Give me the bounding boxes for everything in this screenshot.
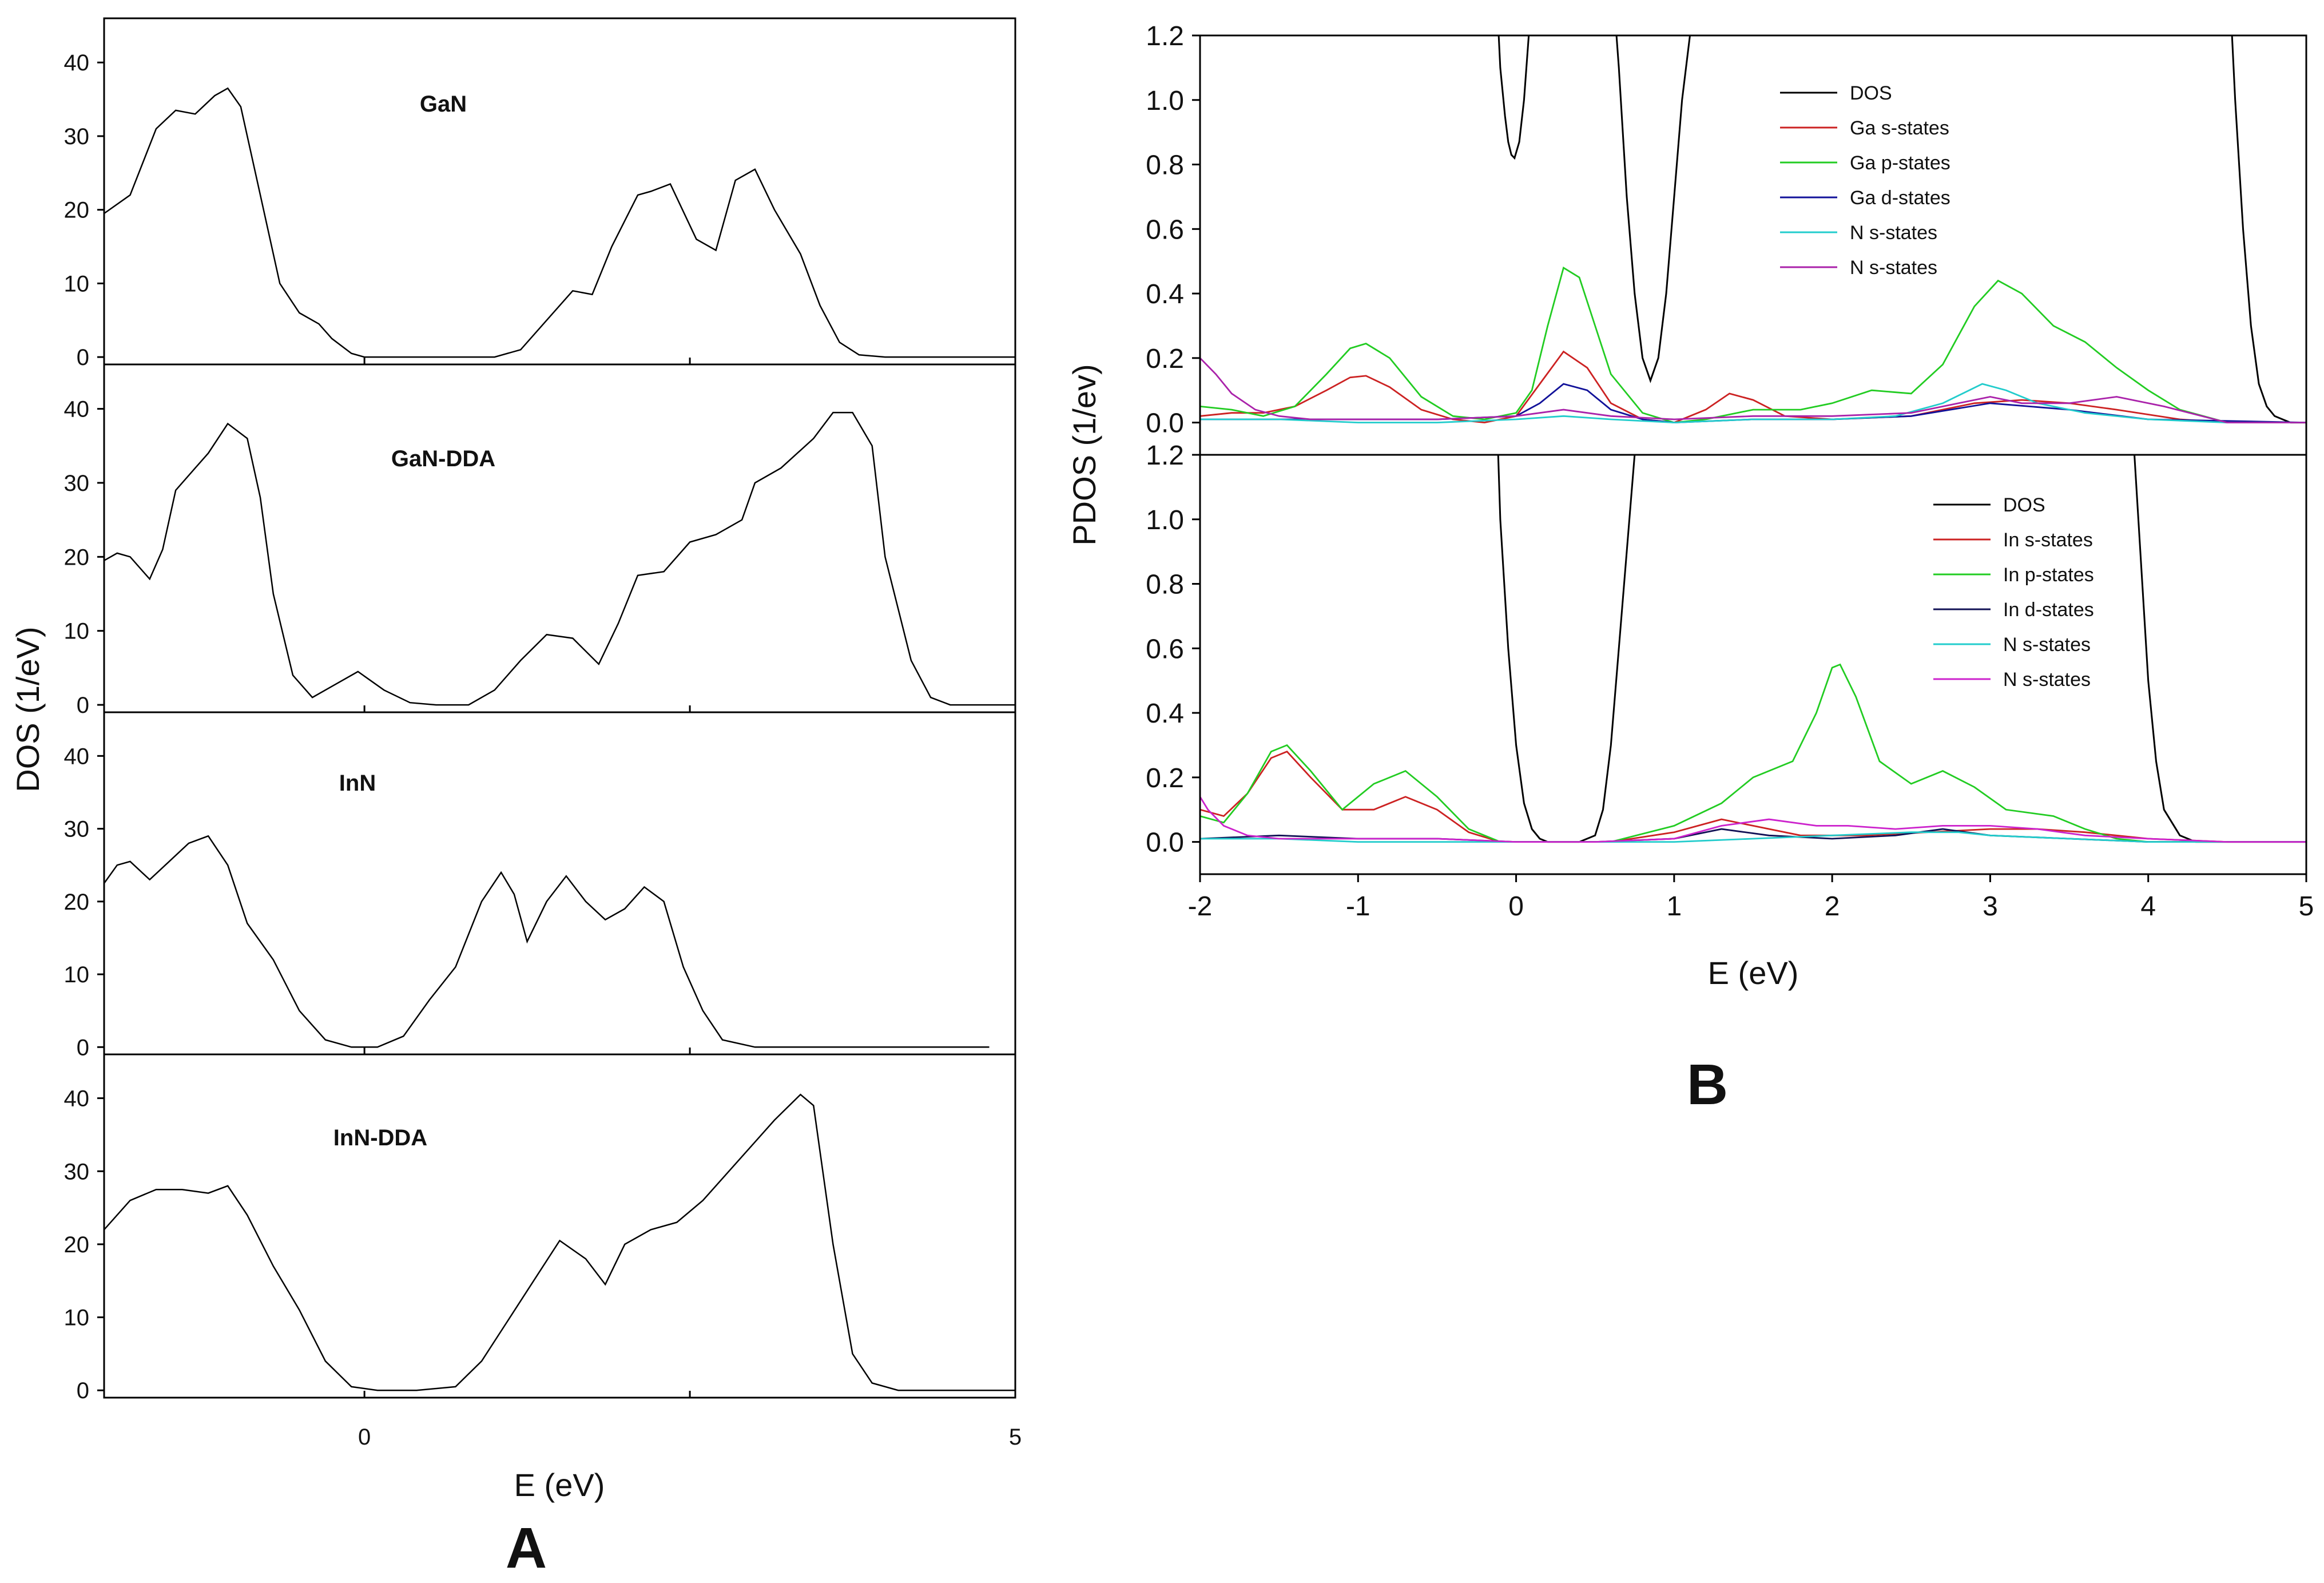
y-tick-label: 20 bbox=[64, 198, 90, 223]
legend-label: In d-states bbox=[2003, 599, 2094, 621]
x-tick-label: 5 bbox=[1009, 1425, 1022, 1450]
dos-curve-4 bbox=[104, 1093, 1015, 1391]
y-tick-label: 10 bbox=[64, 271, 90, 296]
y-tick-label: 0.6 bbox=[1146, 215, 1184, 245]
y-tick-label: 40 bbox=[64, 1086, 90, 1112]
subplot-title: GaN-DDA bbox=[391, 446, 495, 471]
series-line-dos bbox=[1497, 35, 2306, 424]
legend-label: In p-states bbox=[2003, 564, 2094, 586]
panel-b-chart: 0.0 0.2 0.4 0.6 0.8 1.0 1.2 DOS Ga s-states Ga p-… bbox=[1066, 21, 2314, 991]
legend-label: Ga p-states bbox=[1850, 152, 1950, 174]
x-tick-label: 0 bbox=[1508, 891, 1524, 922]
x-tick-label: 0 bbox=[358, 1425, 371, 1450]
series-line-ga-p-states bbox=[1200, 266, 2306, 424]
y-tick-label: 30 bbox=[64, 817, 90, 842]
y-tick-label: 0 bbox=[77, 1378, 89, 1403]
y-tick-label: 0.6 bbox=[1146, 634, 1184, 664]
series-line-ga-s-states bbox=[1200, 350, 2306, 424]
y-tick-label: 1.0 bbox=[1146, 86, 1184, 116]
legend-label: N s-states bbox=[1850, 222, 1937, 244]
y-tick-label: 0 bbox=[77, 693, 89, 718]
legend-label: Ga d-states bbox=[1850, 187, 1950, 209]
y-tick-label: 0.4 bbox=[1146, 279, 1184, 310]
panel-a-chart: 0 10 20 30 40 GaN 0 10 20 30 40 GaN-DDA 0 10 20 30 40 InN… bbox=[10, 17, 1022, 1503]
y-tick-label: 0.8 bbox=[1146, 570, 1184, 600]
series-line-n-s-states bbox=[1200, 796, 2306, 843]
y-tick-label: 0.2 bbox=[1146, 344, 1184, 374]
y-tick-label: 30 bbox=[64, 124, 90, 149]
y-tick-label: 40 bbox=[64, 397, 90, 422]
y-tick-label: 0.0 bbox=[1146, 408, 1184, 439]
y-tick-label: 1.0 bbox=[1146, 505, 1184, 535]
x-tick-label: 4 bbox=[2140, 891, 2156, 922]
x-tick-label: 1 bbox=[1667, 891, 1682, 922]
subplot-title: InN bbox=[339, 771, 376, 796]
series-line-n-s-states bbox=[1200, 357, 2306, 423]
subplot-title: GaN bbox=[420, 92, 467, 117]
y-tick-label: 0.8 bbox=[1146, 150, 1184, 181]
x-tick-label: -1 bbox=[1346, 891, 1370, 922]
y-tick-label: 30 bbox=[64, 471, 90, 496]
panel-a-subplot-1: 0 10 20 30 40 GaN bbox=[64, 17, 1016, 370]
y-axis-title: PDOS (1/ev) bbox=[1066, 364, 1102, 545]
y-tick-label: 10 bbox=[64, 962, 90, 987]
x-tick-label: 5 bbox=[2299, 891, 2314, 922]
x-axis-title: E (eV) bbox=[514, 1467, 605, 1503]
panel-a-axes-frame-4 bbox=[103, 1053, 1016, 1399]
legend-label: N s-states bbox=[1850, 257, 1937, 279]
y-tick-label: 1.2 bbox=[1146, 21, 1184, 51]
y-tick-label: 40 bbox=[64, 50, 90, 76]
x-axis-title: E (eV) bbox=[1708, 955, 1799, 991]
y-axis-title: DOS (1/eV) bbox=[10, 626, 46, 792]
y-tick-label: 10 bbox=[64, 619, 90, 644]
y-tick-label: 20 bbox=[64, 890, 90, 915]
dos-curve-1 bbox=[104, 87, 1015, 358]
series-line-n-s-states bbox=[1200, 831, 2306, 843]
panel-b-subplot-1: 0.0 0.2 0.4 0.6 0.8 1.0 1.2 DOS Ga s-states Ga p-… bbox=[1146, 21, 2307, 456]
series-group bbox=[1200, 455, 2306, 843]
x-tick-label: -2 bbox=[1188, 891, 1213, 922]
series-line-in-p-states bbox=[1200, 663, 2306, 843]
legend-label: DOS bbox=[2003, 494, 2045, 516]
series-group bbox=[1200, 35, 2306, 424]
panel-b-axes-frame-2 bbox=[1199, 454, 2307, 875]
dos-curve-2 bbox=[104, 411, 1015, 706]
series-line-n-s-states bbox=[1200, 383, 2306, 424]
y-tick-label: 0.0 bbox=[1146, 828, 1184, 858]
panel-b-subplot-2: 0.0 0.2 0.4 0.6 0.8 1.0 1.2 DOS In s-states In p-… bbox=[1146, 441, 2307, 875]
legend-label: DOS bbox=[1850, 82, 1892, 104]
y-tick-label: 0 bbox=[77, 345, 89, 370]
panel-a-subplot-4: 0 10 20 30 40 InN-DDA bbox=[64, 1053, 1016, 1403]
y-tick-label: 0 bbox=[77, 1035, 89, 1060]
y-tick-label: 40 bbox=[64, 744, 90, 769]
y-tick-label: 20 bbox=[64, 545, 90, 570]
legend-label: Ga s-states bbox=[1850, 117, 1949, 139]
y-tick-label: 10 bbox=[64, 1306, 90, 1331]
subplot-title: InN-DDA bbox=[333, 1125, 427, 1150]
legend-label: N s-states bbox=[2003, 669, 2091, 691]
panel-a-label: A bbox=[506, 1516, 547, 1580]
panel-b-label: B bbox=[1687, 1053, 1728, 1117]
dos-curve-3 bbox=[103, 835, 990, 1048]
y-tick-label: 0.2 bbox=[1146, 763, 1184, 794]
y-tick-label: 0.4 bbox=[1146, 699, 1184, 729]
y-tick-label: 30 bbox=[64, 1159, 90, 1184]
legend-label: In s-states bbox=[2003, 529, 2093, 551]
x-tick-label: 2 bbox=[1825, 891, 1840, 922]
y-tick-label: 1.2 bbox=[1146, 441, 1184, 471]
legend-label: N s-states bbox=[2003, 634, 2091, 656]
x-tick-label: 3 bbox=[1983, 891, 1998, 922]
y-tick-label: 20 bbox=[64, 1232, 90, 1257]
